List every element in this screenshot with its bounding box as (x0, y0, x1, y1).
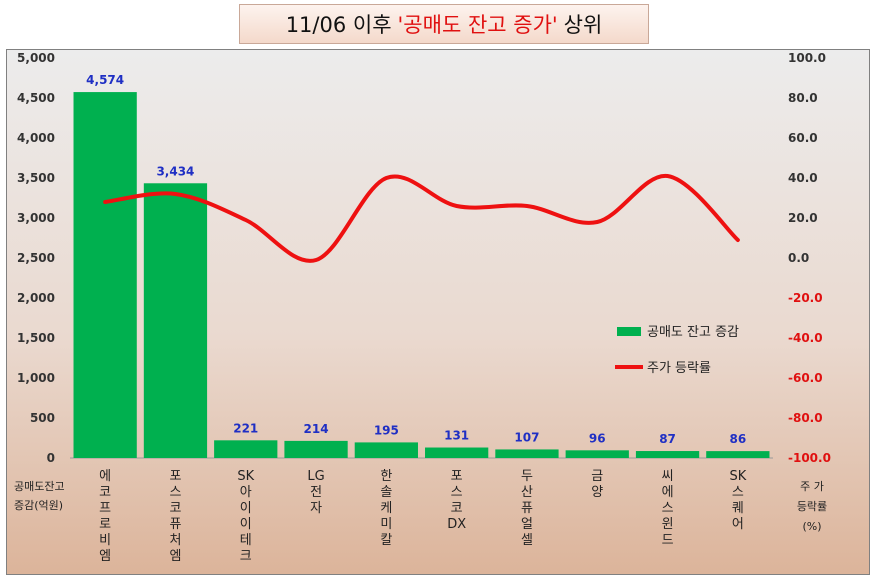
title-highlight: '공매도 잔고 증가' (397, 13, 558, 37)
y-right-tick-label: -40.0 (788, 331, 823, 345)
y-right-tick-label: 100.0 (788, 51, 826, 65)
bar-data-label: 96 (589, 431, 606, 445)
bar (214, 440, 278, 458)
title-prefix: 11/06 이후 (285, 13, 392, 37)
bar-data-label: 3,434 (156, 164, 194, 178)
price-change-line (103, 173, 740, 263)
y-left-tick-label: 3,500 (17, 171, 55, 185)
y-right-axis-title: (%) (802, 520, 821, 533)
y-right-tick-label: -80.0 (788, 411, 823, 425)
y-right-axis-title: 등락률 (797, 500, 827, 513)
y-left-tick-label: 2,500 (17, 251, 55, 265)
y-right-tick-label: -60.0 (788, 371, 823, 385)
bar-data-label: 107 (514, 430, 539, 444)
y-right-tick-label: 60.0 (788, 131, 818, 145)
bar (73, 92, 137, 458)
y-left-tick-label: 4,500 (17, 91, 55, 105)
bar-data-label: 221 (233, 421, 258, 435)
y-right-tick-label: 40.0 (788, 171, 818, 185)
x-category-label: SK 아 이 이 테 크 (237, 469, 254, 564)
y-left-axis-title: 증감(억원) (14, 499, 63, 512)
y-left-tick-label: 3,000 (17, 211, 55, 225)
y-right-tick-label: -20.0 (788, 291, 823, 305)
y-left-tick-label: 5,000 (17, 51, 55, 65)
x-category-label: LG 전 자 (307, 469, 324, 516)
bar-data-label: 214 (304, 422, 329, 436)
bar (425, 447, 489, 458)
bar (635, 451, 700, 458)
y-left-tick-label: 2,000 (17, 291, 55, 305)
y-left-tick-label: 1,000 (17, 371, 55, 385)
chart-title: 11/06 이후 '공매도 잔고 증가' 상위 (239, 4, 649, 44)
bar (143, 183, 208, 458)
bar (706, 451, 770, 458)
y-right-tick-label: 80.0 (788, 91, 818, 105)
y-right-tick-label: -100.0 (788, 451, 831, 465)
y-left-tick-label: 4,000 (17, 131, 55, 145)
legend-line-label: 주가 등락률 (647, 361, 711, 376)
title-suffix: 상위 (563, 13, 603, 37)
bar (495, 449, 559, 458)
y-right-tick-label: 0.0 (788, 251, 809, 265)
y-left-tick-label: 0 (47, 451, 55, 465)
y-right-axis-title: 주 가 (800, 480, 824, 493)
legend-bar-label: 공매도 잔고 증감 (647, 325, 739, 340)
bar (284, 440, 348, 458)
x-category-label: 포 스 코 DX (447, 469, 466, 532)
legend-bar-swatch (617, 327, 641, 336)
y-right-tick-label: 20.0 (788, 211, 818, 225)
bar-data-label: 87 (659, 432, 676, 446)
bar (354, 442, 418, 458)
y-left-tick-label: 500 (30, 411, 55, 425)
y-left-axis-title: 공매도잔고 (14, 480, 65, 493)
x-category-label: SK 스 퀘 어 (729, 469, 746, 532)
bar-data-label: 131 (444, 429, 469, 443)
bar-data-label: 86 (729, 432, 746, 446)
bar-data-label: 4,574 (86, 73, 124, 87)
bar (565, 450, 629, 458)
y-left-tick-label: 1,500 (17, 331, 55, 345)
bar-data-label: 195 (374, 423, 399, 437)
